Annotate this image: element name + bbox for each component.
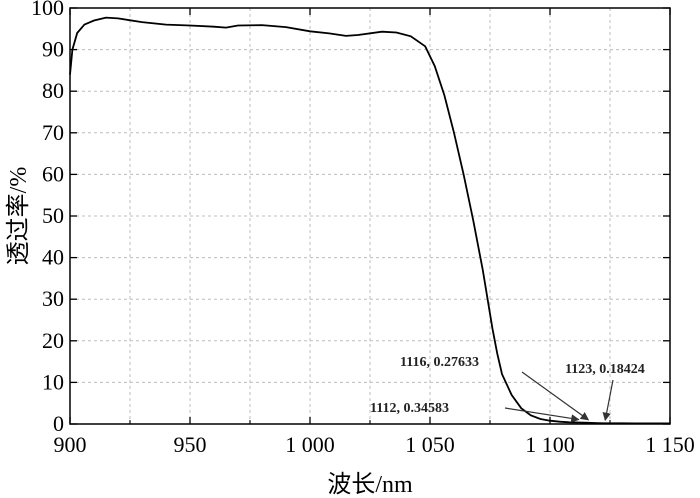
x-tick-label: 950 <box>174 432 207 457</box>
annotation-label: 1123, 0.18424 <box>565 362 645 377</box>
x-axis-title: 波长/nm <box>327 471 413 498</box>
x-tick-label: 900 <box>54 432 87 457</box>
y-axis-title: 透过率/% <box>5 167 32 266</box>
annotation-arrow <box>521 371 590 421</box>
x-tick-label: 1 100 <box>525 432 575 457</box>
y-tick-label: 0 <box>53 411 64 436</box>
grid <box>70 8 670 424</box>
y-tick-label: 30 <box>42 286 64 311</box>
annotations: 1116, 0.27633 1112, 0.34583 1123, 0.18424 <box>370 355 645 423</box>
annotation-arrow <box>504 407 580 423</box>
y-tick-label: 20 <box>42 328 64 353</box>
y-tick-label: 80 <box>42 78 64 103</box>
y-tick-label: 60 <box>42 161 64 186</box>
x-tick-label: 1 000 <box>285 432 335 457</box>
transmittance-series-line <box>69 16 670 425</box>
x-axis: 900 950 1 000 1 050 1 100 1 150 <box>54 8 695 457</box>
annotation-arrow <box>602 379 614 422</box>
y-axis: 0 10 20 30 40 50 60 70 80 90 100 <box>31 0 670 436</box>
y-tick-label: 100 <box>31 0 64 20</box>
annotation-label: 1112, 0.34583 <box>370 401 449 416</box>
y-tick-label: 10 <box>42 369 64 394</box>
plot-frame <box>69 7 671 425</box>
x-tick-label: 1 150 <box>645 432 695 457</box>
x-tick-label: 1 050 <box>405 432 455 457</box>
y-tick-label: 40 <box>42 245 64 270</box>
y-tick-label: 70 <box>42 120 64 145</box>
annotation-label: 1116, 0.27633 <box>400 355 479 370</box>
y-tick-label: 90 <box>42 37 64 62</box>
y-tick-label: 50 <box>42 203 64 228</box>
